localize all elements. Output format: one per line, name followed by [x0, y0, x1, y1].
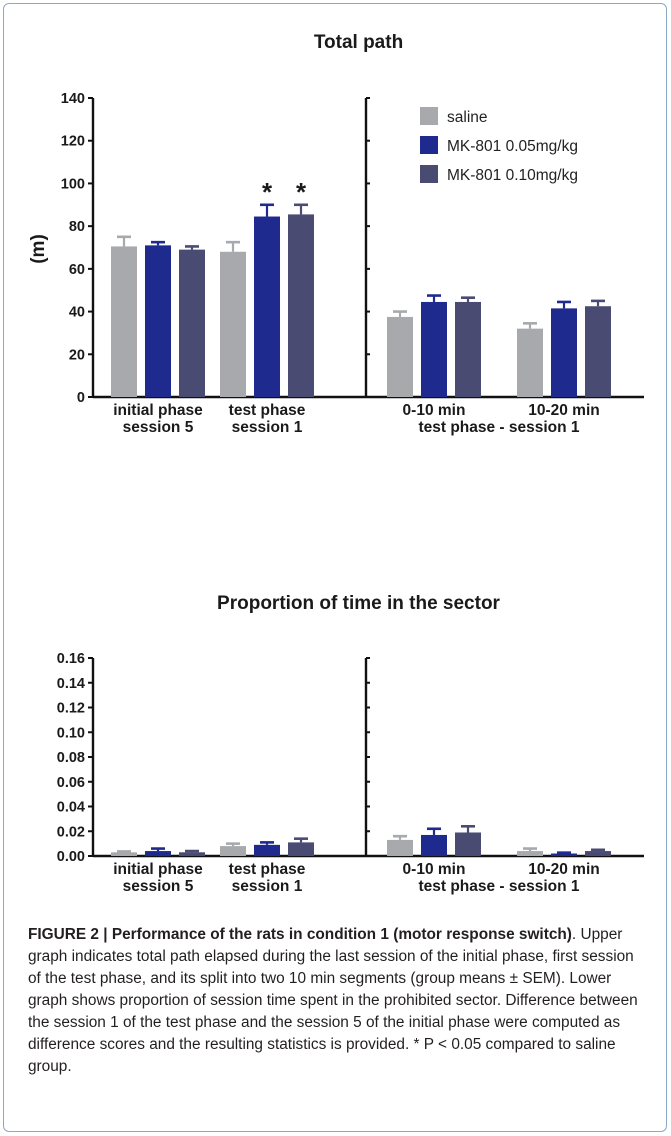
chart1-bar — [288, 214, 314, 397]
chart2-ytick-label: 0.08 — [57, 750, 85, 766]
chart1-ytick-label: 0 — [77, 390, 85, 406]
chart1-legend-swatch — [420, 136, 438, 154]
chart1-ytick-label: 60 — [69, 262, 85, 278]
chart1-bar — [111, 246, 137, 397]
chart1-bar — [220, 251, 246, 397]
chart2-xtick-label: 10-20 min — [528, 861, 600, 878]
caption-label: FIGURE 2 | Performance of the rats in co… — [28, 926, 572, 943]
chart1-ytick-label: 80 — [69, 219, 85, 235]
chart2-xtick-label: 0-10 min — [403, 861, 466, 878]
chart1-legend-swatch — [420, 165, 438, 183]
chart1-bar — [254, 216, 280, 397]
chart2-ytick-label: 0.02 — [57, 824, 85, 840]
chart2-ytick-label: 0.10 — [57, 725, 85, 741]
chart1-xtick-label: test phase — [229, 402, 306, 419]
chart2-bar — [145, 851, 171, 856]
chart2-xtick-label: session 5 — [123, 878, 194, 895]
chart2-bar — [551, 853, 577, 856]
chart2-bar — [585, 851, 611, 856]
chart1-title: Total path — [314, 32, 403, 53]
chart1-xtick-label: session 5 — [123, 419, 194, 436]
caption-text: . Upper graph indicates total path elaps… — [28, 926, 638, 1075]
chart2-bar — [111, 852, 137, 856]
chart1-bar — [585, 306, 611, 397]
chart1-legend-label: MK-801 0.10mg/kg — [447, 167, 578, 184]
chart1-legend-label: saline — [447, 109, 488, 126]
chart1-bar — [387, 316, 413, 397]
chart1-bar — [517, 328, 543, 397]
chart1-ytick-label: 140 — [61, 91, 85, 107]
chart2-ytick-label: 0.04 — [57, 800, 85, 816]
chart2-bar — [288, 842, 314, 856]
chart2-xtick-label: initial phase — [113, 861, 203, 878]
chart2-group-label: test phase - session 1 — [418, 878, 579, 895]
chart1-group-label: test phase - session 1 — [418, 419, 579, 436]
chart1-bar — [179, 249, 205, 397]
chart1-ytick-label: 20 — [69, 347, 85, 363]
chart2-ytick-label: 0.14 — [57, 676, 85, 692]
chart2-bar — [455, 832, 481, 856]
chart2-ytick-label: 0.06 — [57, 775, 85, 791]
chart1-legend-swatch — [420, 107, 438, 125]
chart1-legend-label: MK-801 0.05mg/kg — [447, 138, 578, 155]
chart1-ytick-label: 120 — [61, 134, 85, 150]
chart2-xtick-label: session 1 — [232, 878, 303, 895]
chart2-ytick-label: 0.12 — [57, 701, 85, 717]
chart1-ytick-label: 40 — [69, 305, 85, 321]
chart2-bar — [254, 844, 280, 856]
chart2-ytick-label: 0.00 — [57, 849, 85, 865]
chart2-title: Proportion of time in the sector — [217, 593, 501, 614]
chart1-significance-star: * — [296, 177, 307, 207]
chart2-ytick-label: 0.16 — [57, 651, 85, 667]
chart1-xtick-label: 10-20 min — [528, 402, 600, 419]
chart1-xtick-label: initial phase — [113, 402, 203, 419]
figure-frame: Total path (m) 0 20 40 60 80 100 120 140 initial p… — [3, 3, 667, 1132]
figure-svg: Total path (m) 0 20 40 60 80 100 120 140 initial p… — [28, 32, 644, 895]
chart1-bar — [145, 245, 171, 397]
chart1-ylabel: (m) — [28, 234, 49, 264]
chart2-bar — [179, 852, 205, 856]
chart1-ytick-label: 100 — [61, 176, 85, 192]
chart1-bar — [455, 301, 481, 397]
chart1-bar — [551, 308, 577, 397]
chart1-significance-star: * — [262, 177, 273, 207]
chart2-bar — [517, 851, 543, 856]
chart2-bar — [421, 834, 447, 856]
chart1-xtick-label: session 1 — [232, 419, 303, 436]
chart1-bar — [421, 301, 447, 397]
chart2-bar — [220, 846, 246, 856]
chart1-xtick-label: 0-10 min — [403, 402, 466, 419]
figure-caption: FIGURE 2 | Performance of the rats in co… — [28, 924, 650, 1078]
chart2-xtick-label: test phase — [229, 861, 306, 878]
chart2-bar — [387, 839, 413, 856]
